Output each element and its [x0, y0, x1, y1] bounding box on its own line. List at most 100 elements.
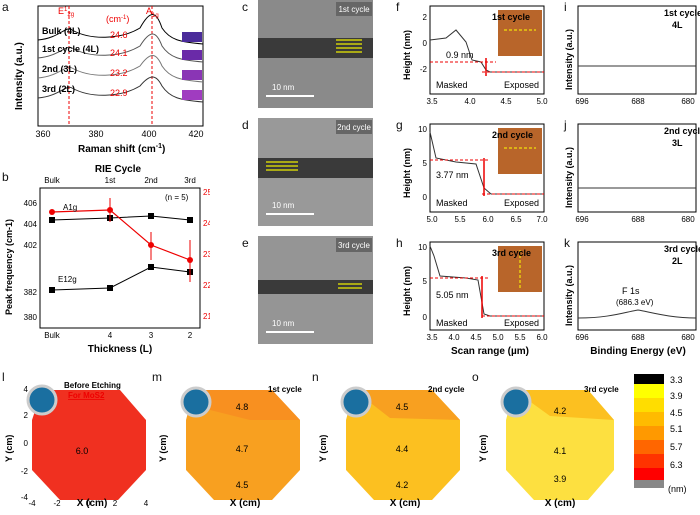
a-peak-a: A1g	[146, 6, 159, 19]
f-xtick: 3.5	[426, 97, 438, 106]
g-xtick: 5.5	[454, 215, 466, 224]
g-exposed: Exposed	[504, 198, 539, 208]
a-peak-e: E12g	[58, 6, 74, 18]
b-top-tick: 1st	[105, 176, 116, 185]
j-xtick: 688	[631, 215, 645, 224]
b-top-tick: 2nd	[144, 176, 157, 185]
trace-3rd	[37, 76, 204, 103]
panel-k: k 3rd cycle 2L F 1s (686.3 eV) 696 688 6…	[560, 236, 700, 360]
b-xtick: 3	[149, 331, 154, 340]
thickness-map-l: Before Etching For MoS2 6.0 -4 -2 0 2 4 4 2…	[4, 381, 149, 508]
f-exposed: Exposed	[504, 80, 539, 90]
j-layers: 3L	[672, 138, 683, 148]
svg-text:0: 0	[24, 439, 29, 448]
svg-text:-4: -4	[21, 493, 29, 502]
o-value: 4.2	[554, 406, 567, 416]
b-xtick: 4	[108, 331, 113, 340]
i-ylabel: Intensity (a.u.)	[564, 29, 574, 90]
h-masked: Masked	[436, 318, 468, 328]
o-ylabel: Y (cm)	[478, 435, 488, 462]
panel-label-l: l	[2, 370, 5, 384]
m-value: 4.5	[236, 480, 249, 490]
panel-label-k: k	[564, 236, 570, 250]
b-ytick-right: 21	[203, 312, 210, 321]
f-xtick: 4.5	[500, 97, 512, 106]
n-title1: 2nd cycle	[428, 385, 465, 394]
l-xlabel: X (cm)	[77, 498, 108, 509]
h-xlabel: Scan range (µm)	[451, 346, 529, 357]
tem-image-c: 1st cycle 10 nm	[258, 0, 373, 108]
h-xtick: 4.0	[448, 333, 460, 342]
b-xtick: Bulk	[44, 331, 61, 340]
a-trace-value: 24.6	[110, 30, 128, 40]
cb-tick: 5.1	[670, 424, 683, 434]
svg-text:2: 2	[113, 499, 118, 508]
n-value: 4.4	[396, 444, 409, 454]
a-swatch	[182, 70, 202, 80]
h-xtick: 4.5	[470, 333, 482, 342]
b-a1g-line	[51, 215, 191, 221]
k-layers: 2L	[672, 256, 683, 266]
cb-tick: 6.3	[670, 460, 683, 470]
panel-j: j 2nd cycle 3L 696 688 680 Intensity (a.…	[560, 118, 700, 236]
b-ytick: 380	[24, 313, 38, 322]
svg-text:2: 2	[24, 411, 29, 420]
cb-tick: 3.3	[670, 375, 683, 385]
b-a1g-point	[148, 213, 154, 219]
tem-image-e: 3rd cycle 10 nm	[258, 236, 373, 344]
h-exposed: Exposed	[504, 318, 539, 328]
panel-f: f 1st cycle 0.9 nm Masked Exposed 2 0 -2…	[386, 0, 551, 118]
a-ylabel: Intensity (a.u.)	[14, 42, 25, 110]
b-ytick: 404	[24, 220, 38, 229]
a-xtick: 420	[188, 129, 203, 139]
b-ylabel-left: Peak frequency (cm-1)	[4, 219, 14, 315]
panel-label-f: f	[396, 0, 400, 14]
b-ytick-right: 23	[203, 250, 210, 259]
svg-text:0: 0	[86, 499, 91, 508]
m-title1: 1st cycle	[268, 385, 302, 394]
g-ytick: 0	[423, 193, 428, 202]
b-e-line	[51, 266, 191, 291]
m-value: 4.8	[236, 402, 249, 412]
n-ylabel: Y (cm)	[318, 435, 328, 462]
m-xlabel: X (cm)	[230, 498, 261, 509]
i-xtick: 680	[681, 97, 695, 106]
panel-label-m: m	[152, 370, 162, 384]
a-xtick: 360	[35, 129, 50, 139]
h-ytick: 5	[423, 277, 428, 286]
panel-o: o 3rd cycle 4.2 4.1 3.9 Y (cm)	[470, 370, 620, 510]
b-xtick: 2	[188, 331, 193, 340]
n-xlabel: X (cm)	[390, 498, 421, 509]
cb-unit: (nm)	[668, 484, 687, 494]
panel-g: g 2nd cycle 3.77 nm Masked Exposed 10 5 …	[386, 118, 551, 236]
f-ytick: -2	[420, 65, 428, 74]
e-scale: 10 nm	[272, 319, 295, 328]
k-ylabel: Intensity (a.u.)	[564, 265, 574, 326]
g-xtick: 7.0	[536, 215, 548, 224]
panel-label-e: e	[242, 236, 249, 250]
g-ytick: 10	[418, 125, 427, 134]
a-trace-label: 1st cycle (4L)	[42, 44, 99, 54]
a-trace-label: 3rd (2L)	[42, 84, 75, 94]
thickness-map-o: 3rd cycle 4.2 4.1 3.9 Y (cm)	[478, 385, 619, 500]
b-xlabel: Thickness (L)	[88, 344, 152, 355]
a-swatch	[182, 50, 202, 60]
map-xlabels: X (cm) X (cm) X (cm) X (cm)	[77, 498, 576, 509]
a-trace-value: 23.2	[110, 68, 128, 78]
a-trace-label: 2nd (3L)	[42, 64, 77, 74]
h-xtick: 5.0	[492, 333, 504, 342]
n-value: 4.5	[396, 402, 409, 412]
panel-i: i 1st cycle 4L 696 688 680 Intensity (a.…	[560, 0, 700, 118]
f-xtick: 5.0	[536, 97, 548, 106]
b-e-point	[49, 287, 55, 293]
a-xlabel: Raman shift (cm-1)	[78, 143, 165, 155]
c-scale: 10 nm	[272, 83, 295, 92]
a-xtick: 400	[141, 129, 156, 139]
j-xtick: 680	[681, 215, 695, 224]
afm-chart-g: 2nd cycle 3.77 nm Masked Exposed 10 5 0 …	[402, 123, 548, 224]
d-scale: 10 nm	[272, 201, 295, 210]
f-ytick: 2	[423, 13, 428, 22]
panel-h: h 3rd cycle 5.05 nm Masked Exposed 10 5 …	[386, 236, 551, 360]
panel-label-n: n	[312, 370, 319, 384]
panel-l: l Before Etching For MoS2 6.0 -4 -2 0 2 4 …	[0, 370, 150, 510]
